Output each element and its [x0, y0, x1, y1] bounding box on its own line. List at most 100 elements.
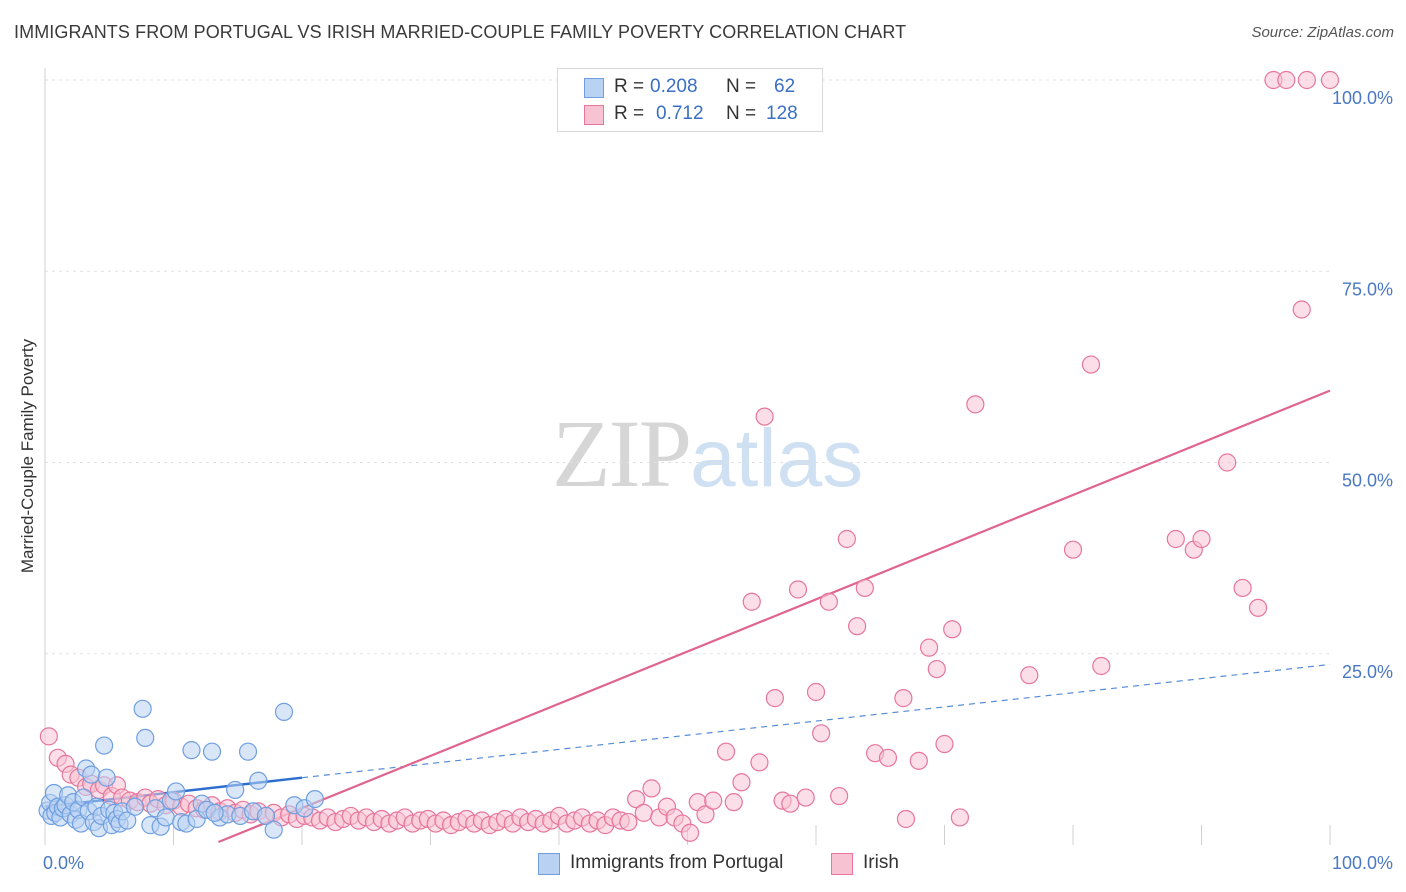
- data-point-irish: [919, 638, 939, 657]
- data-point-irish: [1166, 529, 1185, 549]
- data-point-irish: [696, 805, 715, 824]
- legend-r-value: 0.712: [656, 103, 704, 124]
- data-point-irish: [626, 789, 646, 809]
- y-tick-label: 75.0%: [1342, 279, 1393, 299]
- data-point-irish: [1233, 578, 1252, 598]
- legend-swatch-irish: [584, 105, 604, 125]
- legend-n-label: N =: [726, 76, 757, 97]
- data-point-irish: [724, 793, 743, 812]
- legend-r-value: 0.208: [650, 76, 698, 97]
- data-point-portugal: [226, 780, 245, 800]
- bottom-legend-label-irish: Irish: [863, 852, 899, 873]
- y-tick-label: 100.0%: [1332, 88, 1393, 108]
- data-point-portugal: [133, 699, 152, 718]
- data-point-portugal: [166, 782, 186, 801]
- trend-line-portugal-dashed: [301, 663, 1331, 779]
- y-tick-label: 25.0%: [1342, 662, 1393, 682]
- data-point-irish: [781, 794, 800, 813]
- data-point-portugal: [118, 811, 137, 830]
- data-point-portugal: [305, 789, 324, 809]
- data-point-irish: [1218, 453, 1237, 472]
- stats-legend: R = 0.208 N = 62 R = 0.712 N = 128: [557, 68, 823, 132]
- data-point-irish: [755, 407, 774, 426]
- data-point-portugal: [202, 742, 222, 761]
- data-point-portugal: [249, 771, 268, 790]
- data-point-irish: [716, 742, 736, 761]
- data-point-irish: [788, 580, 808, 599]
- data-point-portugal: [238, 742, 258, 761]
- data-point-irish: [1020, 666, 1039, 685]
- data-point-irish: [855, 578, 874, 598]
- data-point-irish: [943, 620, 962, 639]
- data-point-portugal: [205, 803, 224, 822]
- tick-labels: 25.0% 50.0% 75.0% 100.0% 0.0% 100.0%: [43, 88, 1393, 873]
- data-point-portugal: [95, 736, 114, 755]
- data-point-irish: [1192, 529, 1211, 549]
- data-point-irish: [39, 727, 58, 746]
- watermark-zip: ZIP: [552, 400, 692, 507]
- data-point-irish: [796, 788, 815, 807]
- data-point-irish: [848, 617, 867, 636]
- data-point-irish: [732, 773, 751, 792]
- data-point-portugal: [156, 808, 175, 827]
- x-tick-label: 0.0%: [43, 853, 84, 873]
- data-point-irish: [1081, 355, 1101, 374]
- legend-n-label: N =: [726, 103, 757, 124]
- legend-r-label: R =: [614, 76, 645, 97]
- data-point-irish: [909, 751, 928, 770]
- data-point-portugal: [125, 797, 145, 816]
- data-point-irish: [819, 592, 838, 611]
- data-point-irish: [634, 803, 653, 822]
- data-point-irish: [742, 592, 761, 611]
- bottom-legend-swatch-portugal: [538, 853, 560, 875]
- data-point-portugal: [97, 768, 116, 787]
- legend-n-value: 128: [766, 103, 798, 124]
- axes: [44, 68, 1331, 845]
- data-point-irish: [765, 689, 784, 708]
- chart-title: IMMIGRANTS FROM PORTUGAL VS IRISH MARRIE…: [14, 22, 907, 42]
- data-point-irish: [680, 823, 700, 842]
- data-point-irish: [704, 791, 723, 810]
- data-point-irish: [878, 748, 898, 767]
- data-point-irish: [1063, 540, 1083, 559]
- data-point-irish: [966, 395, 985, 414]
- data-point-irish: [750, 753, 769, 772]
- source-credit: Source: ZipAtlas.com: [1251, 24, 1394, 41]
- data-point-irish: [806, 682, 826, 702]
- watermark: ZIPatlas: [552, 398, 863, 509]
- data-point-irish: [896, 809, 916, 829]
- bottom-legend-swatch-irish: [831, 853, 853, 875]
- data-point-portugal: [264, 820, 283, 839]
- data-point-irish: [1092, 656, 1111, 676]
- data-point-irish: [935, 734, 954, 754]
- data-point-portugal: [274, 702, 294, 721]
- x-tick-label: 100.0%: [1332, 853, 1393, 873]
- trend-line-irish: [218, 389, 1331, 844]
- trend-lines: [44, 389, 1331, 844]
- grid-lines: [45, 79, 1330, 655]
- data-point-portugal: [182, 741, 201, 760]
- legend-swatch-portugal: [584, 78, 604, 98]
- data-point-irish: [837, 529, 856, 549]
- data-point-irish: [1292, 300, 1311, 319]
- data-point-irish: [1320, 70, 1340, 90]
- data-point-portugal: [256, 806, 276, 826]
- data-point-irish: [830, 786, 849, 806]
- data-point-irish: [894, 689, 913, 708]
- data-point-irish: [619, 812, 638, 832]
- data-point-irish: [927, 659, 946, 679]
- data-point-irish: [812, 724, 831, 743]
- watermark-atlas: atlas: [690, 413, 864, 504]
- y-tick-label: 50.0%: [1342, 471, 1393, 491]
- data-point-irish: [642, 779, 661, 798]
- data-points: [38, 70, 1340, 842]
- data-point-irish: [1277, 70, 1296, 90]
- data-point-irish: [1248, 598, 1268, 617]
- data-point-irish: [950, 808, 970, 827]
- data-point-irish: [1297, 70, 1316, 90]
- bottom-legend-label-portugal: Immigrants from Portugal: [570, 852, 784, 873]
- data-point-portugal: [82, 765, 101, 784]
- legend-n-value: 62: [774, 76, 796, 97]
- legend-r-label: R =: [614, 103, 645, 124]
